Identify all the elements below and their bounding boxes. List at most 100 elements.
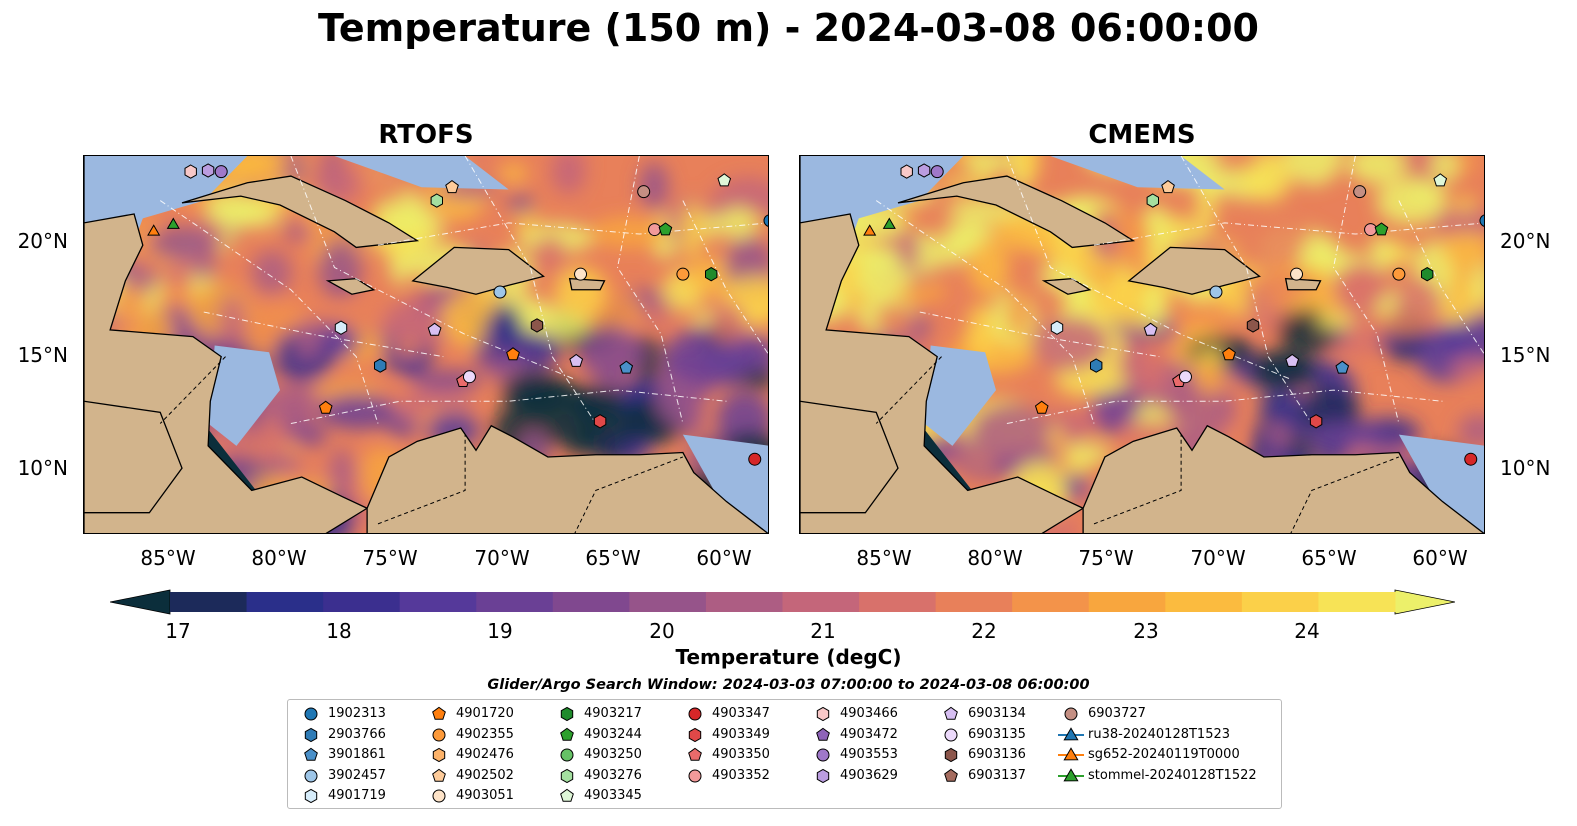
legend-marker xyxy=(816,748,830,762)
legend-marker xyxy=(688,727,702,742)
legend-label: 6903135 xyxy=(968,726,1026,742)
marker-4903553 xyxy=(930,165,944,179)
lon-label-left-85w: 85°W xyxy=(140,546,196,570)
legend-label: 4903553 xyxy=(840,747,898,762)
legend-label: 4903349 xyxy=(712,726,770,742)
colorbar xyxy=(110,589,1455,615)
panel-title-cmems: CMEMS xyxy=(1088,120,1196,150)
lon-label-right-80w: 80°W xyxy=(967,546,1023,570)
marker-4902355 xyxy=(1392,267,1406,281)
marker-6903136 xyxy=(1246,318,1260,333)
colorbar-bin xyxy=(1318,592,1396,612)
legend-label: 4903217 xyxy=(584,706,642,721)
lon-label-right-65w: 65°W xyxy=(1301,546,1357,570)
marker-4902502 xyxy=(1161,179,1175,194)
legend-label: 4903350 xyxy=(712,747,770,762)
legend-marker xyxy=(1063,747,1079,761)
marker-4903217 xyxy=(1421,267,1434,282)
marker-sg652-20240119T0000 xyxy=(863,224,877,236)
legend-label: 4903629 xyxy=(840,767,898,783)
colorbar-bin xyxy=(323,592,401,612)
marker-4903629 xyxy=(917,163,931,178)
colorbar-bin xyxy=(1241,592,1319,612)
marker-6903727 xyxy=(637,185,651,199)
legend-label: 6903137 xyxy=(968,767,1026,783)
marker-4903349 xyxy=(1309,414,1323,429)
search-window-text: Glider/Argo Search Window: 2024-03-03 07… xyxy=(487,677,1090,693)
legend-label: 4903472 xyxy=(840,726,898,742)
colorbar-bin xyxy=(782,592,860,612)
marker-1902313 xyxy=(763,214,768,227)
lat-label-left-10n: 10°N xyxy=(17,456,68,480)
legend-marker xyxy=(432,706,446,720)
lat-label-right-10n: 10°N xyxy=(1500,456,1551,480)
marker-4903051 xyxy=(574,267,588,281)
colorbar-bin xyxy=(170,592,248,612)
marker-4901720 xyxy=(1034,400,1049,414)
colorbar-extend-low xyxy=(110,589,171,615)
lat-label-right-15n: 15°N xyxy=(1500,343,1551,367)
marker-stommel-20240128T1522 xyxy=(166,217,180,229)
marker-4903244 xyxy=(1374,222,1389,236)
legend-marker xyxy=(688,707,702,721)
legend-marker xyxy=(688,747,702,761)
legend-label: 4903466 xyxy=(840,706,898,721)
lon-label-left-80w: 80°W xyxy=(251,546,307,570)
marker-3902457 xyxy=(493,285,507,299)
colorbar-bin xyxy=(629,592,707,612)
legend-marker xyxy=(432,789,446,803)
marker-3902457 xyxy=(1209,285,1223,299)
colorbar-label: Temperature (degC) xyxy=(675,645,902,669)
colorbar-bin xyxy=(552,592,630,612)
legend-label: 4903244 xyxy=(584,726,642,742)
legend-marker xyxy=(1063,767,1079,781)
marker-6903134 xyxy=(1143,322,1158,336)
map-canvas xyxy=(800,156,1484,533)
legend-marker xyxy=(560,768,574,783)
colorbar-bin xyxy=(859,592,937,612)
colorbar-bin xyxy=(246,592,324,612)
marker-3901861 xyxy=(1335,360,1350,374)
marker-4903244 xyxy=(658,222,673,236)
lon-label-right-70w: 70°W xyxy=(1190,546,1246,570)
marker-4902355 xyxy=(676,267,690,281)
legend-label: sg652-20240119T0000 xyxy=(1088,747,1240,762)
lon-label-left-60w: 60°W xyxy=(696,546,752,570)
colorbar-tick-20: 20 xyxy=(649,619,675,643)
legend-marker xyxy=(560,706,574,722)
legend-marker xyxy=(816,706,830,722)
marker-6903135 xyxy=(462,370,476,384)
colorbar-bin xyxy=(1165,592,1243,612)
map-rtofs xyxy=(83,155,769,534)
legend-marker xyxy=(432,747,446,763)
marker-4903629 xyxy=(201,163,215,178)
colorbar-bin xyxy=(1012,592,1090,612)
legend-label: 4902476 xyxy=(456,747,514,762)
legend-label: 6903136 xyxy=(968,747,1026,762)
legend-marker xyxy=(560,727,574,741)
marker-4903466 xyxy=(184,164,197,179)
marker-4903347 xyxy=(748,452,762,466)
marker-4903217 xyxy=(705,267,718,282)
legend-marker xyxy=(304,707,318,721)
marker-6903134 xyxy=(427,322,442,336)
marker-4901719 xyxy=(334,320,348,335)
legend-marker xyxy=(1063,726,1079,740)
lat-label-left-20n: 20°N xyxy=(17,229,68,253)
colorbar-tick-23: 23 xyxy=(1133,619,1159,643)
marker-1902313 xyxy=(1479,214,1484,227)
legend-marker xyxy=(560,788,574,802)
marker-4901720 xyxy=(318,400,333,414)
legend-marker xyxy=(304,788,318,804)
marker-4903466 xyxy=(900,164,913,179)
legend-label: 1902313 xyxy=(328,706,386,721)
lon-label-right-60w: 60°W xyxy=(1412,546,1468,570)
colorbar-bin xyxy=(1088,592,1166,612)
colorbar-bin xyxy=(399,592,477,612)
colorbar-tick-19: 19 xyxy=(487,619,513,643)
colorbar-bin xyxy=(935,592,1013,612)
legend-label: 4902502 xyxy=(456,767,514,783)
marker-2903766 xyxy=(1090,358,1103,373)
legend-marker xyxy=(1064,707,1078,721)
legend-label: 4901719 xyxy=(328,788,386,803)
